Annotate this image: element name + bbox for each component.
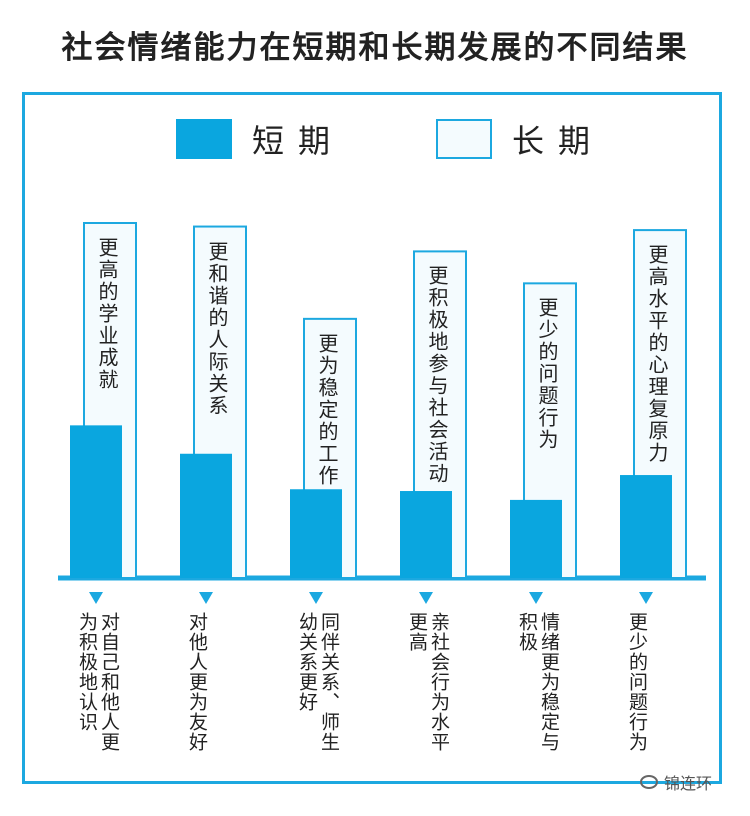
long-term-label-4: 更积极地参与社会活动 bbox=[425, 265, 449, 486]
short-term-label-1: 对自己和他人更为积极地认识 bbox=[76, 612, 120, 752]
long-term-label-5: 更少的问题行为 bbox=[535, 297, 559, 452]
long-term-label-1: 更高的学业成就 bbox=[95, 237, 119, 391]
long-term-label-3: 更为稳定的工作 bbox=[315, 332, 339, 487]
watermark: 锦连环 bbox=[639, 770, 712, 794]
bar-short-2 bbox=[180, 453, 232, 578]
bar-short-6 bbox=[620, 475, 672, 578]
short-term-label-5: 情绪更为稳定与积极 bbox=[516, 612, 560, 752]
category-marker-5 bbox=[529, 592, 543, 604]
short-term-label-6: 更少的问题行为 bbox=[626, 612, 648, 752]
category-marker-4 bbox=[419, 592, 433, 604]
category-marker-1 bbox=[89, 592, 103, 604]
category-marker-6 bbox=[639, 592, 653, 604]
category-marker-3 bbox=[309, 592, 323, 604]
legend-item-short: 短期 bbox=[176, 116, 344, 162]
long-term-label-2: 更和谐的人际关系 bbox=[205, 240, 229, 417]
category-marker-2 bbox=[199, 592, 213, 604]
bar-short-4 bbox=[400, 491, 452, 578]
short-term-label-4: 亲社会行为水平更高 bbox=[406, 612, 450, 752]
legend-swatch-long bbox=[436, 119, 492, 159]
bar-short-3 bbox=[290, 489, 342, 578]
watermark-text: 锦连环 bbox=[663, 774, 712, 793]
legend-label-short: 短期 bbox=[252, 122, 345, 160]
legend-label-long: 长期 bbox=[512, 122, 605, 160]
legend-item-long: 长期 bbox=[436, 116, 604, 162]
short-term-label-3: 同伴关系、师生幼关系更好 bbox=[296, 612, 340, 752]
bar-short-1 bbox=[70, 425, 122, 578]
wechat-icon bbox=[639, 775, 658, 789]
long-term-label-6: 更高水平的心理复原力 bbox=[645, 244, 669, 465]
legend-swatch-short bbox=[176, 119, 232, 159]
chart-frame bbox=[22, 92, 722, 784]
bar-short-5 bbox=[510, 499, 562, 578]
short-term-label-2: 对他人更为友好 bbox=[186, 612, 208, 752]
chart-title: 社会情绪能力在短期和长期发展的不同结果 bbox=[61, 30, 689, 66]
